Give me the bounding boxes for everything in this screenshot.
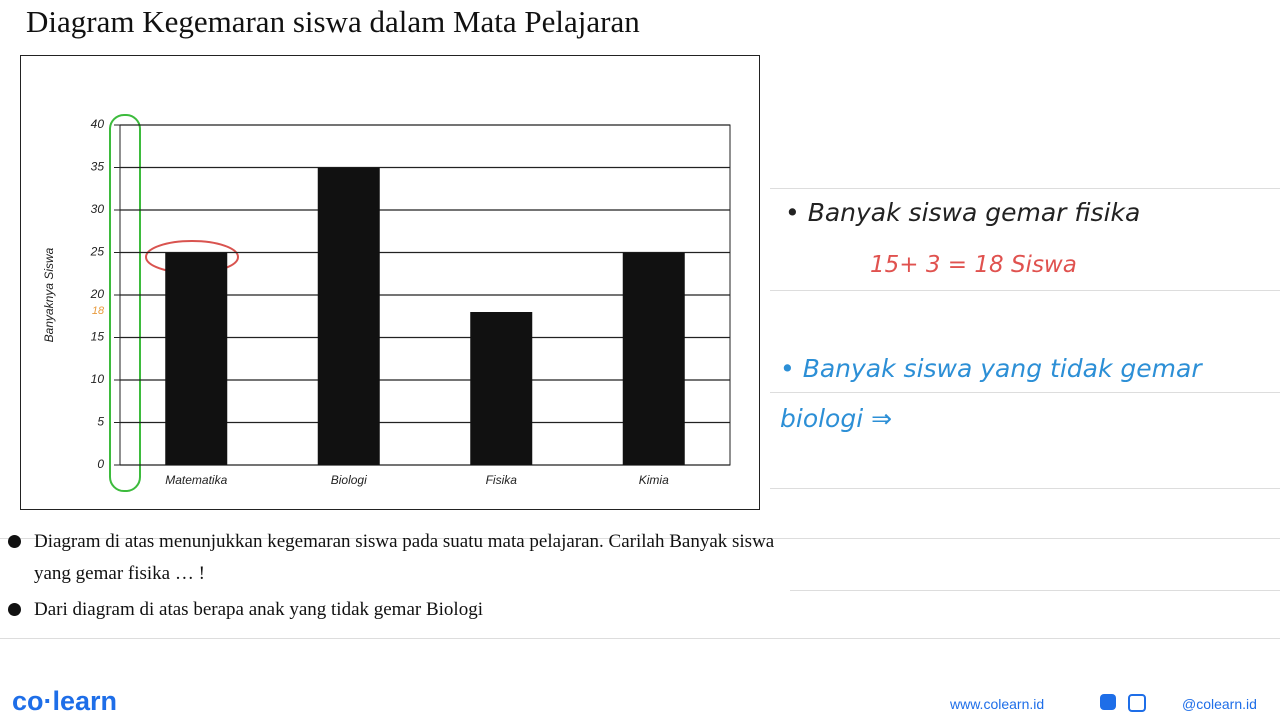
ruled-line <box>0 638 1280 639</box>
ruled-line <box>0 538 1280 539</box>
x-tick-label: Biologi <box>331 473 367 487</box>
y-tick-label: 25 <box>90 245 105 259</box>
instagram-icon <box>1128 694 1146 712</box>
x-tick-label: Kimia <box>639 473 669 487</box>
question: Dari diagram di atas berapa anak yang ti… <box>8 594 814 626</box>
ruled-line <box>770 290 1280 291</box>
note: • Banyak siswa gemar fisika <box>785 198 1141 227</box>
y-tick-label: 35 <box>91 160 105 174</box>
bar <box>622 252 685 465</box>
y-tick-label: 5 <box>97 415 104 429</box>
y-axis-label: Banyaknya Siswa <box>42 247 56 342</box>
note: 15+ 3 = 18 Siswa <box>870 252 1077 278</box>
ruled-line <box>770 392 1280 393</box>
title: Diagram Kegemaran siswa dalam Mata Pelaj… <box>26 4 640 39</box>
bar <box>165 252 228 465</box>
ruled-line <box>770 488 1280 489</box>
brand-logo: co·learn <box>12 686 118 716</box>
social-handle: @colearn.id <box>1182 696 1257 712</box>
chart-frame <box>20 55 760 510</box>
question: Diagram di atas menunjukkan kegemaran si… <box>8 526 814 590</box>
ruled-line <box>790 590 1280 591</box>
annotation: 18 <box>92 305 105 317</box>
y-tick-label: 40 <box>91 117 105 131</box>
bar <box>470 312 533 465</box>
y-tick-label: 0 <box>97 457 104 471</box>
y-tick-label: 15 <box>91 330 105 344</box>
y-tick-label: 30 <box>91 202 105 216</box>
website: www.colearn.id <box>950 696 1045 712</box>
chart: Banyaknya Siswa 18 0 5 10 15 20 25 30 35 40 Matem… <box>20 55 760 510</box>
y-tick-label: 20 <box>90 287 105 301</box>
highlight <box>109 114 141 492</box>
x-tick-label: Matematika <box>165 473 227 487</box>
x-tick-label: Fisika <box>486 473 518 487</box>
facebook-icon <box>1100 694 1116 710</box>
ruled-line <box>770 188 1280 189</box>
y-tick-label: 10 <box>91 372 105 386</box>
bar <box>317 167 380 465</box>
note: • Banyak siswa yang tidak gemar biologi … <box>780 354 1202 433</box>
